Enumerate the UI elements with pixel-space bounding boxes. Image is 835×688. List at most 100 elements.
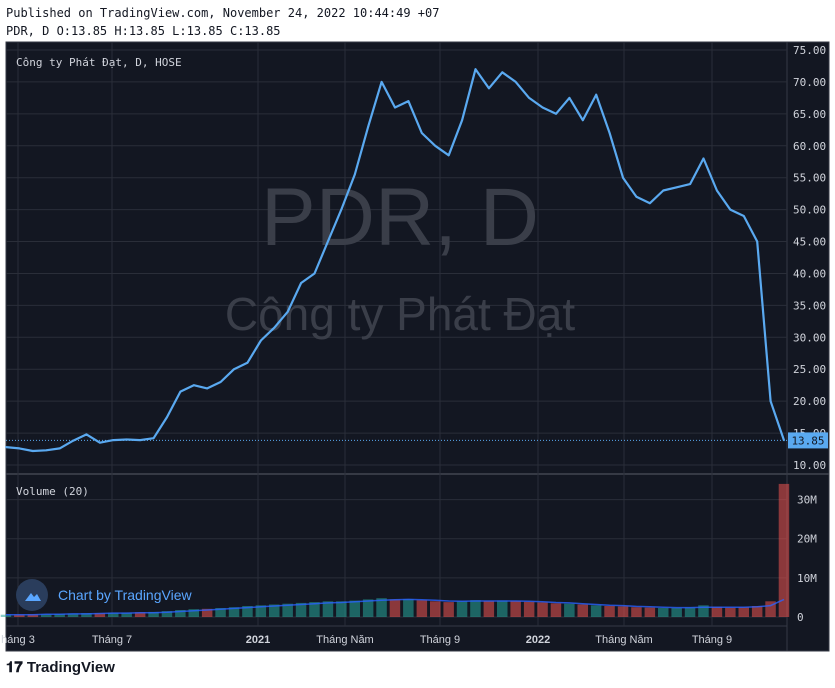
y-tick-label: 30.00 — [793, 331, 826, 344]
volume-bar — [27, 614, 39, 617]
volume-bar — [523, 601, 535, 617]
volume-bar — [497, 600, 508, 617]
watermark-symbol: PDR, D — [261, 172, 539, 263]
volume-bar — [81, 613, 92, 617]
price-point — [5, 446, 7, 448]
volume-bar — [41, 614, 52, 617]
tradingview-brand[interactable]: 𝟏𝟕 TradingView — [6, 659, 115, 676]
volume-bar — [389, 599, 401, 617]
price-point — [742, 215, 745, 217]
price-point — [179, 390, 182, 393]
volume-bar — [376, 598, 387, 617]
volume-bar — [671, 608, 682, 617]
price-point — [313, 272, 316, 275]
price-point — [327, 240, 329, 243]
volume-bar — [215, 608, 226, 617]
chart-by-label: Chart by TradingView — [58, 587, 192, 603]
x-tick-label: Tháng 9 — [692, 634, 732, 646]
volume-bar — [684, 607, 696, 617]
vol-tick-label: 20M — [797, 533, 817, 546]
price-point — [716, 189, 718, 192]
price-point — [380, 81, 383, 83]
volume-bar — [711, 606, 723, 617]
volume-bar — [121, 612, 132, 617]
price-point — [689, 183, 691, 186]
last-price-badge — [788, 432, 828, 449]
volume-bar — [778, 483, 790, 617]
y-tick-label: 50.00 — [793, 204, 826, 217]
price-point — [461, 119, 463, 122]
volume-bar — [161, 611, 173, 617]
volume-bar — [537, 602, 548, 617]
price-point — [756, 240, 759, 243]
volume-bar — [644, 607, 656, 617]
volume-bar — [67, 613, 79, 617]
price-point — [273, 326, 276, 329]
volume-bar — [564, 603, 575, 617]
price-point — [622, 176, 624, 179]
price-point — [45, 449, 48, 452]
y-tick-label: 20.00 — [793, 395, 826, 408]
price-point — [608, 132, 611, 134]
x-tick-label: háng 3 — [1, 634, 35, 646]
volume-bar — [295, 602, 307, 617]
price-point — [18, 447, 21, 450]
y-tick-label: 40.00 — [793, 267, 826, 280]
price-point — [702, 157, 705, 160]
y-tick-label: 10.00 — [793, 459, 826, 472]
price-point — [139, 439, 142, 441]
price-point — [581, 119, 584, 122]
volume-bar — [134, 612, 146, 617]
symbol-label: Công ty Phát Đạt, D, HOSE — [16, 56, 182, 69]
volume-label: Volume (20) — [16, 485, 89, 498]
volume-bar — [430, 601, 441, 617]
volume-bar — [416, 600, 428, 617]
price-point — [367, 125, 370, 128]
tradingview-cloud-icon — [16, 579, 48, 611]
volume-bar — [403, 599, 414, 617]
volume-bar — [108, 612, 119, 617]
y-tick-label: 70.00 — [793, 76, 826, 89]
price-point — [595, 93, 598, 96]
x-tick-label: Tháng 9 — [420, 634, 460, 646]
volume-bar — [282, 603, 293, 617]
volume-bar — [322, 601, 334, 617]
volume-bar — [148, 611, 159, 617]
volume-bar — [577, 604, 588, 617]
y-tick-label: 75.00 — [793, 44, 826, 57]
price-point — [407, 100, 410, 102]
chart-background — [5, 41, 830, 652]
volume-bar — [751, 606, 763, 617]
volume-bar — [738, 607, 749, 617]
chart-by-badge[interactable]: Chart by TradingView — [16, 579, 192, 611]
price-point — [233, 368, 235, 371]
x-tick-label: Tháng Năm — [595, 634, 652, 646]
x-tick-label: 2022 — [526, 634, 550, 646]
ohlc-info: PDR, D O:13.85 H:13.85 L:13.85 C:13.85 — [6, 24, 281, 38]
volume-bar — [658, 608, 669, 617]
volume-bar — [725, 607, 736, 617]
price-point — [219, 381, 222, 383]
published-info: Published on TradingView.com, November 2… — [6, 6, 440, 20]
price-point — [675, 186, 678, 189]
price-point — [568, 97, 571, 99]
price-point — [99, 441, 101, 444]
price-point — [501, 71, 504, 74]
price-point — [769, 400, 772, 403]
volume-bar — [590, 605, 602, 617]
vol-tick-label: 0 — [797, 611, 804, 624]
last-price-label: 13.85 — [791, 434, 824, 447]
x-tick-label: 2021 — [246, 634, 270, 646]
volume-bar — [309, 602, 320, 617]
price-point — [246, 361, 249, 364]
price-point — [555, 112, 557, 115]
volume-bar — [456, 601, 468, 617]
volume-bar — [228, 607, 240, 617]
vol-tick-label: 10M — [797, 572, 817, 585]
y-tick-label: 25.00 — [793, 363, 826, 376]
price-point — [85, 433, 88, 436]
y-tick-label: 45.00 — [793, 236, 826, 249]
price-point — [206, 387, 209, 390]
price-point — [635, 195, 638, 198]
